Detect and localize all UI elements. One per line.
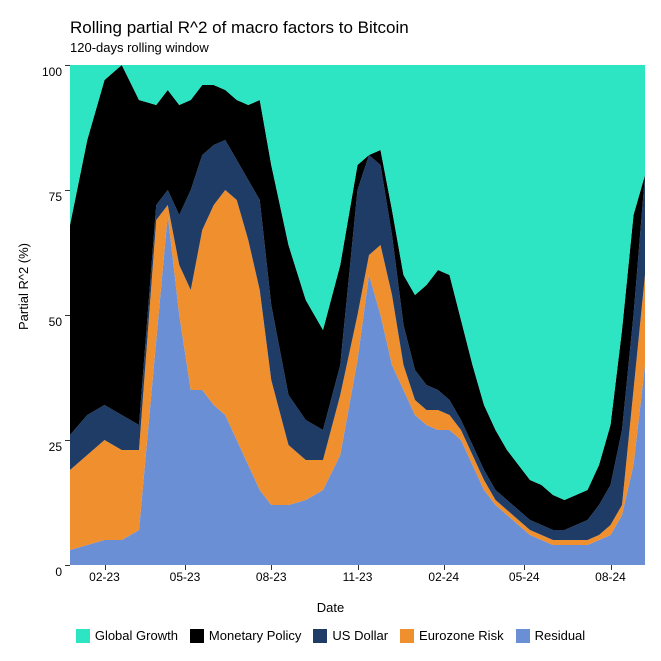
chart-subtitle: 120-days rolling window [70,40,661,55]
legend-swatch [76,629,90,643]
legend-item-monetary-policy: Monetary Policy [190,628,301,643]
legend-item-global-growth: Global Growth [76,628,178,643]
x-tick: 02-24 [428,570,459,584]
x-tick: 05-23 [170,570,201,584]
legend-swatch [516,629,530,643]
legend-label: Eurozone Risk [419,628,504,643]
x-axis-label: Date [0,600,661,615]
x-tick: 08-24 [595,570,626,584]
x-tick: 11-23 [343,570,373,584]
x-tick: 02-23 [89,570,120,584]
legend: Global Growth Monetary Policy US Dollar Eur… [0,628,661,646]
legend-label: Monetary Policy [209,628,301,643]
y-tick: 100 [32,65,62,79]
legend-item-eurozone-risk: Eurozone Risk [400,628,504,643]
x-tick: 08-23 [256,570,287,584]
legend-label: Residual [535,628,586,643]
legend-item-residual: Residual [516,628,586,643]
y-tick: 0 [32,565,62,579]
y-tick: 25 [32,440,62,454]
legend-item-us-dollar: US Dollar [313,628,388,643]
chart-panel: 0255075100 02-2305-2308-2311-2302-2405-2… [70,65,645,565]
legend-swatch [400,629,414,643]
y-tick: 75 [32,190,62,204]
y-tick: 50 [32,315,62,329]
legend-swatch [313,629,327,643]
stacked-area-svg [70,65,645,565]
x-tick: 05-24 [509,570,540,584]
legend-label: US Dollar [332,628,388,643]
y-axis-label: Partial R^2 (%) [16,243,31,330]
legend-label: Global Growth [95,628,178,643]
x-axis-ticks: 02-23 05-23 08-23 11-23 02-24 05-24 08-24 [70,570,645,590]
chart-title: Rolling partial R^2 of macro factors to … [70,18,661,38]
legend-swatch [190,629,204,643]
